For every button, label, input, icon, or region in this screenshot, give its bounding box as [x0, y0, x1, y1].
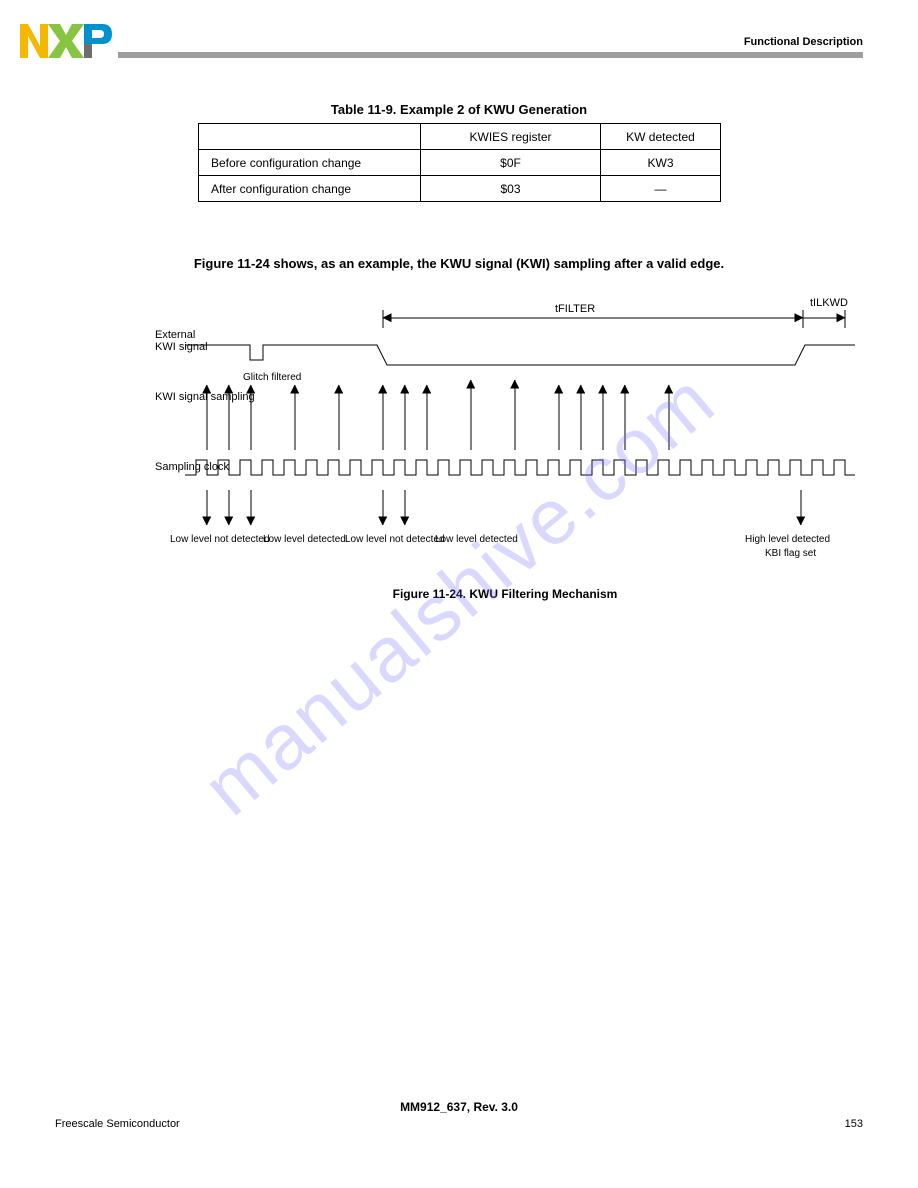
nxp-logo [18, 18, 114, 67]
label-sampling-clock: Sampling clock [155, 461, 229, 473]
footer-left: Freescale Semiconductor [55, 1118, 180, 1130]
label-low-detected2: Low level detected [435, 534, 518, 545]
figure-intro: Figure 11-24 shows, as an example, the K… [0, 256, 918, 271]
kwu-example-table: KWIES register KW detected Before config… [198, 123, 721, 202]
figure-note: Figure 11-24. KWU Filtering Mechanism [393, 587, 618, 601]
table-row: After configuration change $03 — [199, 176, 721, 202]
header-bar [118, 52, 863, 58]
table-cell: Before configuration change [199, 150, 421, 176]
label-external: External [155, 329, 195, 341]
kwu-timing-diagram: External KWI signal KWI signal sampling … [155, 280, 855, 640]
table-cell: $0F [421, 150, 601, 176]
section-title: Functional Description [744, 36, 863, 48]
table-cell: — [601, 176, 721, 202]
label-kbif-set: KBI flag set [765, 548, 816, 559]
label-low-detected1: Low level detected [263, 534, 346, 545]
label-not-detected1: Low level not detected [170, 534, 270, 545]
label-tilkwd: tILKWD [810, 297, 848, 309]
label-glitch: Glitch filtered [243, 372, 301, 383]
table-row: Before configuration change $0F KW3 [199, 150, 721, 176]
table-row: KWIES register KW detected [199, 124, 721, 150]
footer-right: 153 [845, 1118, 863, 1130]
label-tfilter: tFILTER [555, 303, 595, 315]
table-cell: KWIES register [421, 124, 601, 150]
footer-doc-title: MM912_637, Rev. 3.0 [0, 1100, 918, 1114]
table-caption: Table 11-9. Example 2 of KWU Generation [0, 102, 918, 117]
table-cell: After configuration change [199, 176, 421, 202]
label-kwi-signal: KWI signal [155, 341, 208, 353]
label-high-detected: High level detected [745, 534, 830, 545]
table-cell [199, 124, 421, 150]
label-not-detected2: Low level not detected [345, 534, 445, 545]
label-kwi-sampling: KWI signal sampling [155, 391, 255, 403]
table-cell: KW3 [601, 150, 721, 176]
table-cell: KW detected [601, 124, 721, 150]
table-cell: $03 [421, 176, 601, 202]
page-footer: MM912_637, Rev. 3.0 Freescale Semiconduc… [0, 1100, 918, 1130]
